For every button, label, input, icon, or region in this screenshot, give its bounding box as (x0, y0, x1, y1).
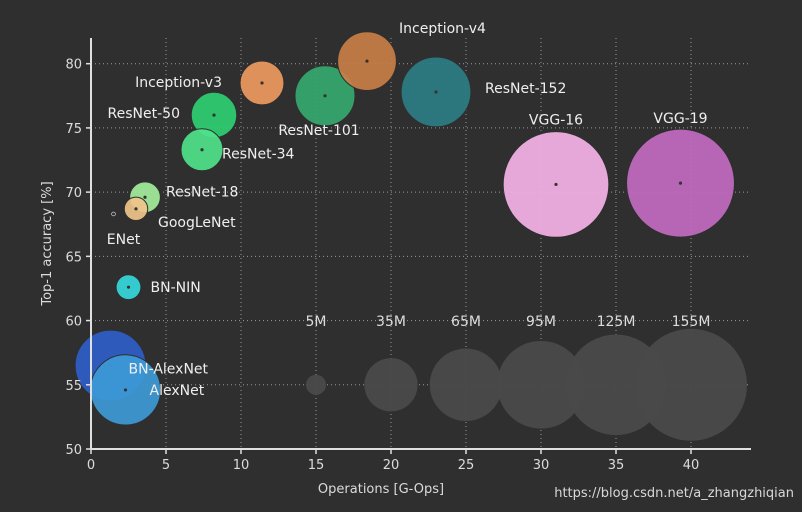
bubble-enet-center-dot (111, 212, 116, 216)
size-legend-label: 125M (597, 314, 636, 330)
bubble-bn-nin-center-dot (126, 285, 131, 289)
label-inception-v4: Inception-v4 (399, 21, 486, 37)
bubble-resnet-152-center-dot (434, 90, 438, 94)
y-tick-label: 70 (65, 186, 82, 201)
label-vgg-16: VGG-16 (529, 112, 583, 128)
size-legend-bubble (305, 374, 327, 395)
ticks: 0 5 10 15 20 25 30 35 40 50 55 60 65 70 75 80 (65, 58, 699, 473)
x-tick-label: 30 (533, 458, 550, 473)
x-tick-label: 0 (87, 458, 95, 473)
size-legend-label: 5M (306, 314, 327, 330)
y-tick-label: 75 (65, 122, 82, 137)
x-tick-label: 40 (683, 458, 700, 473)
size-legend-bubble (364, 358, 418, 412)
y-tick-label: 65 (65, 250, 82, 265)
bubble-vgg-19-center-dot (678, 181, 683, 185)
x-tick-label: 5 (162, 458, 170, 473)
bubble-googlenet-center-dot (134, 207, 138, 211)
x-tick-label: 25 (458, 458, 475, 473)
y-tick-label: 60 (65, 315, 82, 330)
y-tick-label: 55 (65, 379, 82, 394)
size-legend (305, 328, 747, 441)
size-legend-label: 35M (376, 314, 406, 330)
label-bn-alexnet: BN-AlexNet (129, 362, 209, 378)
bubble-resnet-50-center-dot (212, 113, 216, 117)
x-tick-label: 35 (608, 458, 625, 473)
label-vgg-19: VGG-19 (653, 111, 707, 127)
label-resnet-50: ResNet-50 (108, 106, 180, 122)
axes (90, 38, 751, 450)
y-tick-label: 50 (65, 443, 82, 458)
bubble-resnet-101-center-dot (323, 94, 327, 98)
watermark: https://blog.csdn.net/a_zhangzhiqian (554, 486, 794, 501)
size-legend-label: 155M (672, 314, 711, 330)
size-legend-label: 95M (526, 314, 556, 330)
label-resnet-101: ResNet-101 (278, 123, 359, 139)
label-googlenet: GoogLeNet (158, 215, 236, 231)
size-legend-bubble (635, 328, 747, 441)
bubbles (74, 31, 735, 426)
labels: 5M 35M 65M 95M 125M 155M AlexNet BN-AlexNet BN-N… (107, 21, 711, 399)
x-tick-label: 10 (233, 458, 250, 473)
label-resnet-18: ResNet-18 (166, 184, 238, 200)
x-axis-title: Operations [G-Ops] (318, 482, 444, 497)
bubble-resnet-18-center-dot (143, 195, 147, 199)
label-inception-v3: Inception-v3 (135, 75, 222, 91)
bubble-alexnet-center-dot (123, 388, 128, 392)
y-axis-title: Top-1 accuracy [%] (40, 181, 55, 306)
size-legend-label: 65M (451, 314, 481, 330)
bubble-resnet-34-center-dot (200, 148, 204, 152)
label-alexnet: AlexNet (150, 383, 205, 399)
bubble-inception-v4-center-dot (365, 59, 369, 63)
label-bn-nin: BN-NIN (151, 280, 201, 296)
y-tick-label: 80 (65, 58, 82, 73)
size-legend-bubble (429, 348, 503, 422)
size-legend-bubble (497, 340, 585, 429)
bubble-vgg-16-center-dot (554, 182, 558, 187)
label-resnet-152: ResNet-152 (485, 81, 566, 97)
bubble-inception-v3-center-dot (260, 81, 264, 85)
label-enet: ENet (107, 232, 141, 248)
x-tick-label: 15 (308, 458, 325, 473)
label-resnet-34: ResNet-34 (222, 147, 295, 163)
x-tick-label: 20 (383, 458, 400, 473)
